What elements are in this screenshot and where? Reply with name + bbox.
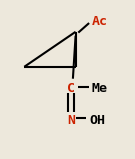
Text: Me: Me bbox=[92, 82, 108, 95]
Text: OH: OH bbox=[89, 114, 105, 127]
Text: Ac: Ac bbox=[92, 15, 108, 28]
Text: N: N bbox=[68, 114, 75, 127]
Text: C: C bbox=[68, 82, 75, 95]
